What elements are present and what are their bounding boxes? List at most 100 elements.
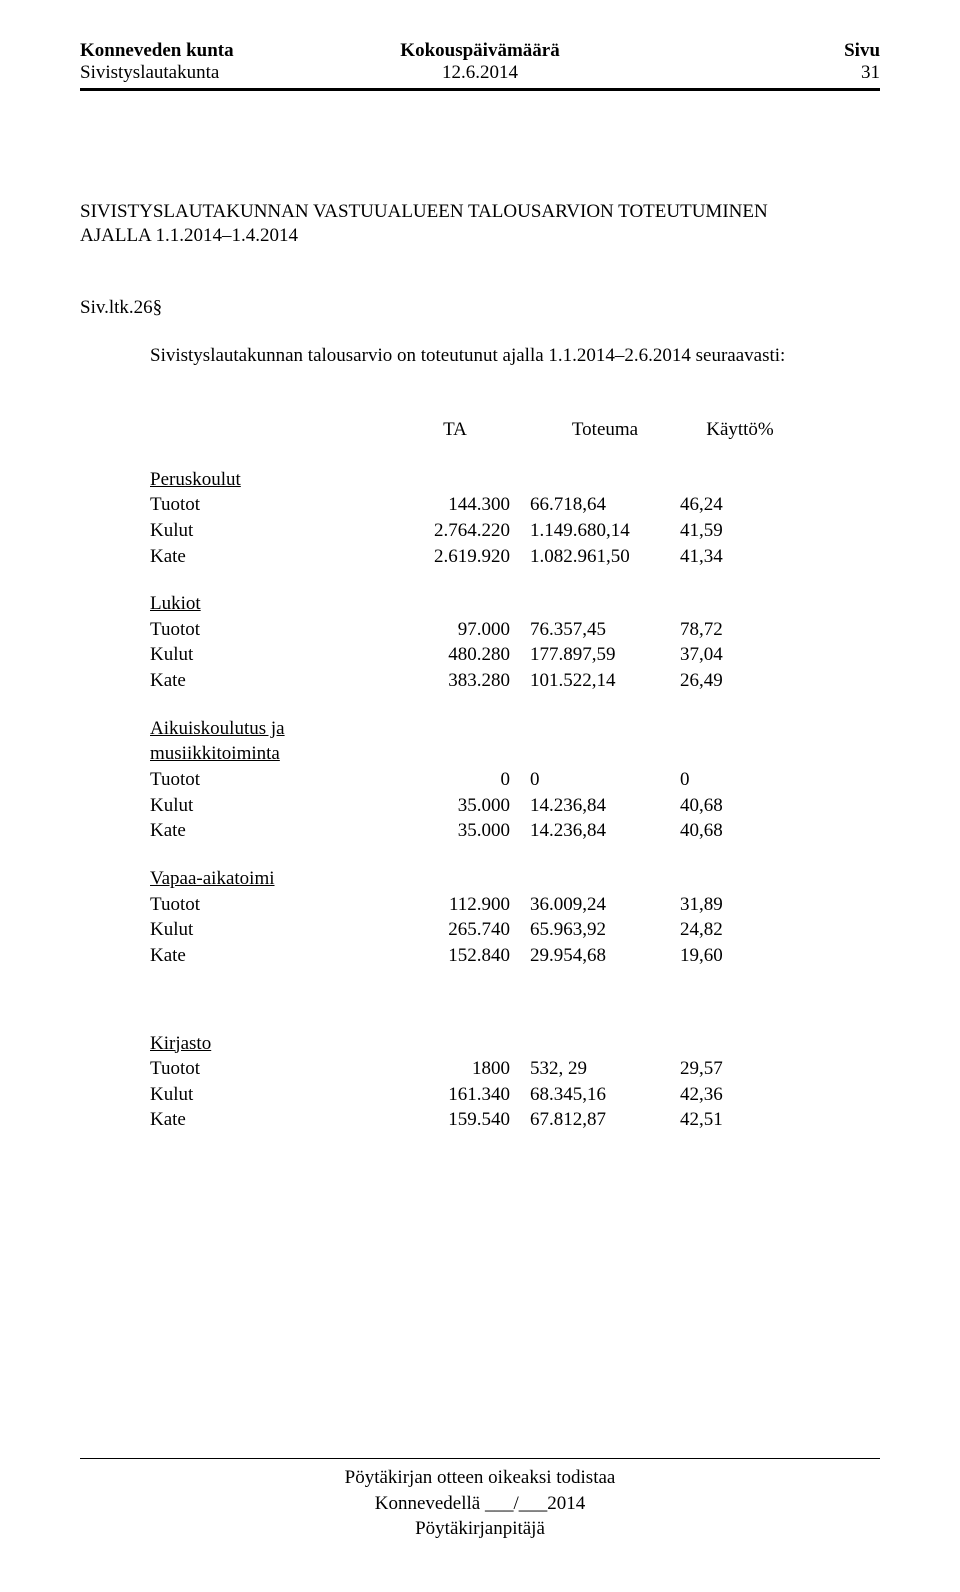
row-ta: 152.840 (400, 943, 530, 969)
table-row: Tuotot97.00076.357,4578,72 (150, 617, 880, 643)
row-toteuma: 14.236,84 (530, 793, 680, 819)
row-kaytto: 24,82 (680, 917, 800, 943)
row-ta: 144.300 (400, 492, 530, 518)
table-row: Tuotot1800532, 2929,57 (150, 1056, 880, 1082)
doc-title-line1: SIVISTYSLAUTAKUNNAN VASTUUALUEEN TALOUSA… (80, 201, 880, 223)
table-row: Kulut161.34068.345,1642,36 (150, 1082, 880, 1108)
footer-line3: Pöytäkirjanpitäjä (80, 1516, 880, 1542)
group-title-row: Kirjasto (150, 1031, 880, 1057)
row-toteuma: 14.236,84 (530, 818, 680, 844)
row-kaytto: 42,36 (680, 1082, 800, 1108)
col-toteuma: Toteuma (530, 417, 680, 443)
table-row: Tuotot144.30066.718,6446,24 (150, 492, 880, 518)
row-kaytto: 40,68 (680, 793, 800, 819)
row-toteuma: 0 (530, 767, 680, 793)
title-block: SIVISTYSLAUTAKUNNAN VASTUUALUEEN TALOUSA… (80, 201, 880, 247)
row-label: Kulut (150, 917, 400, 943)
row-ta: 2.619.920 (400, 544, 530, 570)
row-toteuma: 68.345,16 (530, 1082, 680, 1108)
header-top: Konneveden kunta Kokouspäivämäärä Sivu (80, 40, 880, 62)
col-blank (150, 417, 400, 443)
row-ta: 159.540 (400, 1107, 530, 1133)
row-ta: 480.280 (400, 642, 530, 668)
group-title: Aikuiskoulutus ja (150, 716, 400, 742)
row-toteuma: 532, 29 (530, 1056, 680, 1082)
row-kaytto: 41,59 (680, 518, 800, 544)
table-row: Kate152.84029.954,6819,60 (150, 943, 880, 969)
row-toteuma: 177.897,59 (530, 642, 680, 668)
group-title: Vapaa-aikatoimi (150, 866, 400, 892)
header-page-label: Sivu (613, 40, 880, 62)
footer-divider (80, 1458, 880, 1459)
table-row: Kulut2.764.2201.149.680,1441,59 (150, 518, 880, 544)
section-ref: Siv.ltk.26§ (80, 297, 880, 319)
row-label: Kate (150, 818, 400, 844)
table-row: Kulut480.280177.897,5937,04 (150, 642, 880, 668)
row-kaytto: 40,68 (680, 818, 800, 844)
row-label: Tuotot (150, 1056, 400, 1082)
row-ta: 112.900 (400, 892, 530, 918)
row-ta: 161.340 (400, 1082, 530, 1108)
group-title: Peruskoulut (150, 467, 400, 493)
row-toteuma: 67.812,87 (530, 1107, 680, 1133)
row-label: Tuotot (150, 617, 400, 643)
row-ta: 2.764.220 (400, 518, 530, 544)
row-label: Tuotot (150, 892, 400, 918)
group-title-row: Aikuiskoulutus ja (150, 716, 880, 742)
row-toteuma: 101.522,14 (530, 668, 680, 694)
table-row: Kate35.00014.236,8440,68 (150, 818, 880, 844)
row-kaytto: 26,49 (680, 668, 800, 694)
row-label: Kulut (150, 793, 400, 819)
header-org: Konneveden kunta (80, 40, 347, 62)
header-page: 31 (613, 62, 880, 84)
group-title: musiikkitoiminta (150, 741, 400, 767)
row-kaytto: 78,72 (680, 617, 800, 643)
table-body: PeruskoulutTuotot144.30066.718,6446,24Ku… (150, 467, 880, 1155)
header-board: Sivistyslautakunta (80, 62, 347, 84)
group-title-row: Vapaa-aikatoimi (150, 866, 880, 892)
row-kaytto: 37,04 (680, 642, 800, 668)
row-toteuma: 29.954,68 (530, 943, 680, 969)
row-ta: 265.740 (400, 917, 530, 943)
col-ta: TA (400, 417, 530, 443)
row-label: Tuotot (150, 767, 400, 793)
group-title: Kirjasto (150, 1031, 400, 1057)
row-ta: 0 (400, 767, 530, 793)
footer-text: Pöytäkirjan otteen oikeaksi todistaa Kon… (80, 1465, 880, 1542)
row-ta: 1800 (400, 1056, 530, 1082)
row-label: Kulut (150, 642, 400, 668)
row-toteuma: 36.009,24 (530, 892, 680, 918)
row-ta: 97.000 (400, 617, 530, 643)
header-date: 12.6.2014 (347, 62, 614, 84)
row-label: Kulut (150, 518, 400, 544)
header-sub: Sivistyslautakunta 12.6.2014 31 (80, 62, 880, 84)
table-row: Kate2.619.9201.082.961,5041,34 (150, 544, 880, 570)
row-ta: 35.000 (400, 793, 530, 819)
row-kaytto: 41,34 (680, 544, 800, 570)
footer-line1: Pöytäkirjan otteen oikeaksi todistaa (80, 1465, 880, 1491)
footer: Pöytäkirjan otteen oikeaksi todistaa Kon… (80, 1458, 880, 1542)
row-kaytto: 29,57 (680, 1056, 800, 1082)
doc-title-line2: AJALLA 1.1.2014–1.4.2014 (80, 225, 880, 247)
row-ta: 383.280 (400, 668, 530, 694)
row-toteuma: 1.149.680,14 (530, 518, 680, 544)
row-toteuma: 66.718,64 (530, 492, 680, 518)
row-kaytto: 31,89 (680, 892, 800, 918)
row-kaytto: 0 (680, 767, 800, 793)
header-divider (80, 88, 880, 91)
row-label: Tuotot (150, 492, 400, 518)
row-kaytto: 46,24 (680, 492, 800, 518)
group-title-row: Peruskoulut (150, 467, 880, 493)
group-title-row: Lukiot (150, 591, 880, 617)
row-label: Kate (150, 1107, 400, 1133)
table-row: Kulut265.74065.963,9224,82 (150, 917, 880, 943)
col-kaytto: Käyttö% (680, 417, 800, 443)
row-kaytto: 42,51 (680, 1107, 800, 1133)
group-title-row: musiikkitoiminta (150, 741, 880, 767)
table-row: Kate159.54067.812,8742,51 (150, 1107, 880, 1133)
row-label: Kulut (150, 1082, 400, 1108)
group-title: Lukiot (150, 591, 400, 617)
table-row: Tuotot112.90036.009,2431,89 (150, 892, 880, 918)
header-date-label: Kokouspäivämäärä (347, 40, 614, 62)
table-row: Kate383.280101.522,1426,49 (150, 668, 880, 694)
